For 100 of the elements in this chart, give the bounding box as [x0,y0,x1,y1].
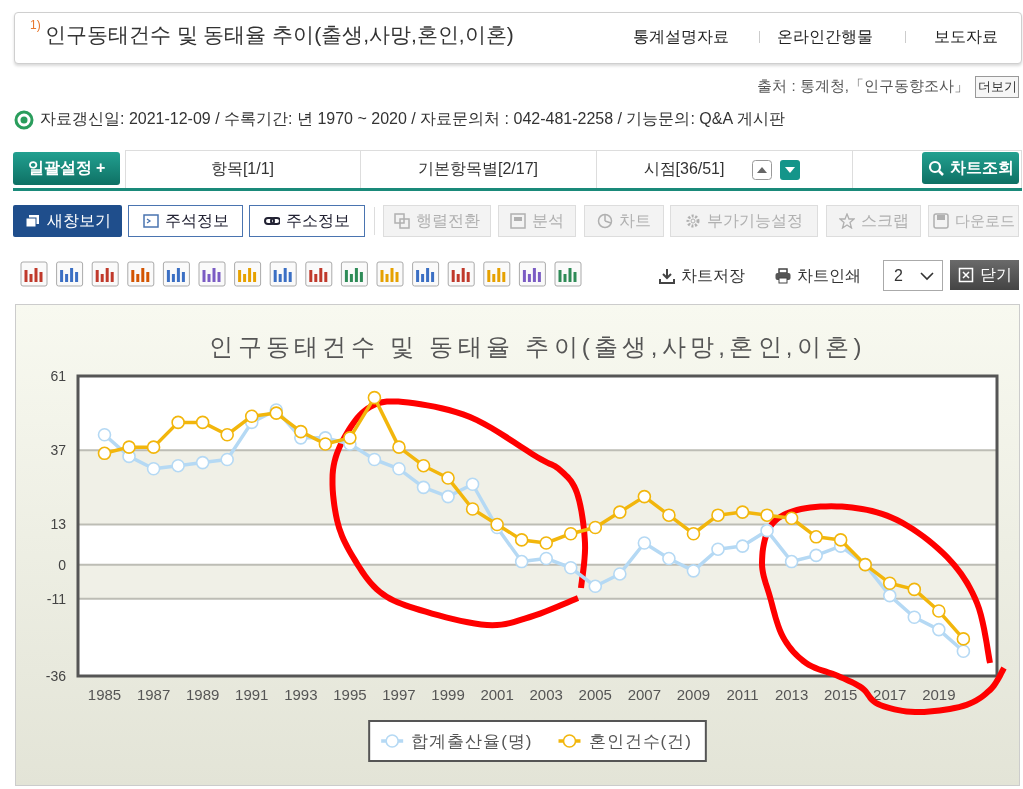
page-text: 차트저장 [652,262,752,290]
legend-label: 합계출산율(명) [411,732,533,751]
x-tick-label: 1997 [382,686,416,703]
page-text: 차트 [584,205,664,237]
page-text: 온라인간행물 [777,27,873,47]
point [588,579,603,594]
page-text: 2 [883,260,943,291]
x-tick-label: 1987 [136,686,171,703]
point [637,536,652,550]
point [539,536,554,550]
point [465,477,480,492]
x-tick-label: 1993 [284,686,318,703]
page-text: 더보기 [975,76,1019,98]
page-text: 보도자료 [934,27,998,47]
point [367,452,382,467]
point [343,431,357,445]
point [711,508,725,522]
point [809,530,823,544]
x-tick-label: 2017 [873,686,907,703]
page-text: 시점[36/51] [642,158,726,179]
y-tick-label: 0 [58,556,67,573]
page-text: 부가기능설정 [670,205,818,237]
x-tick-label: 1991 [235,686,269,703]
page-text: 기본항목별[2/17] [417,158,539,179]
point [441,489,455,504]
point [146,461,161,476]
page-text: 새창보기 [13,205,122,237]
y-tick-label: 37 [50,442,67,459]
x-tick-label: 2001 [480,686,514,703]
point [171,415,185,430]
x-tick-label: 2003 [529,686,563,703]
point [686,526,701,541]
x-tick-label: 2013 [774,686,809,703]
page-text: 차트조회 [922,152,1019,184]
point [514,554,529,569]
page-text: 주석정보 [128,205,243,237]
point [833,533,848,547]
point [539,551,554,566]
page-text: 항목[1/1] [209,158,276,179]
point [613,567,627,581]
y-tick-label: 61 [50,368,67,384]
point [613,505,627,519]
point [882,588,897,603]
page-text: 닫기 [950,260,1019,290]
point [735,539,750,553]
point [784,554,799,569]
point [318,437,333,451]
point [146,440,161,454]
point [97,446,112,461]
x-tick-label: 1985 [87,686,122,703]
point [637,489,652,504]
point [171,458,185,473]
point [220,452,234,467]
point [686,564,701,578]
point [711,542,725,556]
page-text: 일괄설정 + [13,152,120,185]
point [392,461,406,476]
point [416,458,431,473]
page-text: 자료갱신일: 2021-12-09 / 수록기간: 년 1970 ~ 2020 / 자료문의처 : 042-481-2258 / 기능문의: Q&A 게시판 [40,109,785,129]
point [956,632,971,646]
point [588,520,603,535]
point [195,455,210,470]
point [465,502,480,516]
page-text: 행렬전환 [383,205,491,237]
point [809,548,823,563]
x-tick-label: 2007 [627,686,662,703]
x-tick-label: 1999 [431,686,465,703]
point [956,644,971,659]
x-tick-label: 2015 [824,686,858,703]
point [367,390,382,405]
y-tick-label: -36 [45,668,67,684]
page-text: $^{1)}$인구동태건수 및 동태율 추이(출생,사망,혼인,이혼) [30,21,514,48]
page-text: 출처 : 통계청,「인구동향조사」 [757,77,969,96]
x-tick-label: 2011 [726,686,759,703]
point [220,427,234,442]
point [760,523,774,538]
point [416,480,431,495]
x-tick-label: 1989 [185,686,220,703]
x-tick-label: 1995 [333,686,367,703]
x-tick-label: 2019 [922,686,956,703]
point [441,471,455,485]
page-text: 다운로드 [928,205,1019,237]
point [932,604,946,618]
x-tick-label: 2009 [676,686,711,703]
point [907,610,922,625]
point [735,505,750,519]
point [244,409,259,424]
point [97,427,112,442]
point [195,415,210,430]
point [760,508,774,522]
y-tick-label: 13 [50,516,67,533]
legend-label: 혼인건수(건) [588,732,692,751]
point [122,440,136,454]
point [392,440,406,454]
point [563,560,578,575]
page-text: 스크랩 [826,205,921,237]
point [514,533,529,547]
chart-title: 인구동태건수 및 동태율 추이(출생,사망,혼인,이혼) [209,333,866,360]
point [662,551,676,566]
page-text: 차트인쇄 [764,262,872,290]
